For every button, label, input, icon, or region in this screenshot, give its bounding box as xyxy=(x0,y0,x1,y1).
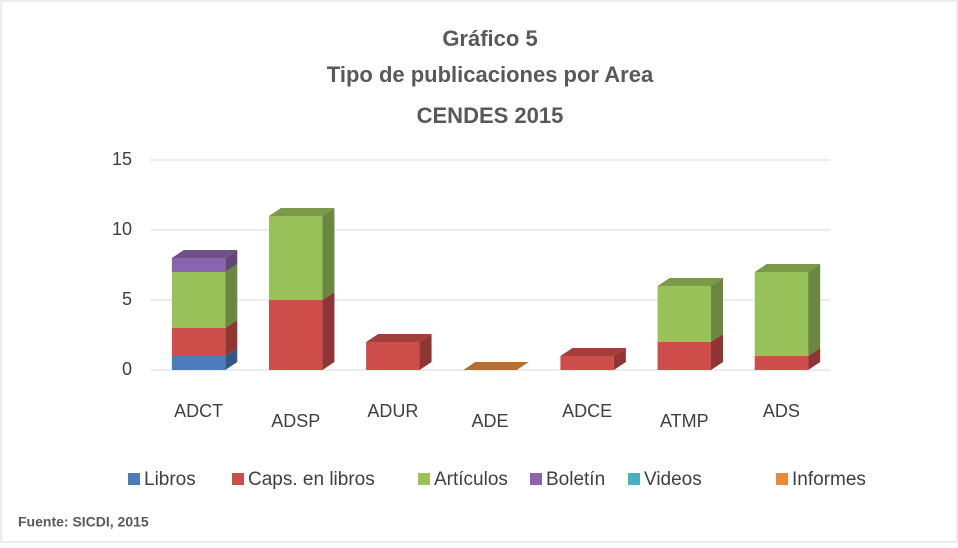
bar-top xyxy=(269,208,335,216)
chart-title: Gráfico 5 xyxy=(442,26,537,51)
bar-side xyxy=(808,264,821,356)
bar-side xyxy=(322,208,335,300)
legend-swatch xyxy=(628,473,640,485)
legend-swatch xyxy=(530,473,542,485)
bar xyxy=(657,342,711,370)
bar-top xyxy=(560,348,626,356)
bar-side xyxy=(322,292,335,370)
bar xyxy=(657,286,711,342)
x-tick-label: ATMP xyxy=(660,411,709,431)
chart-subtitle: CENDES 2015 xyxy=(417,103,564,128)
y-tick-label: 5 xyxy=(122,289,132,309)
source: Fuente: SICDI, 2015 xyxy=(18,514,149,530)
legend-swatch xyxy=(128,473,140,485)
legend-swatch xyxy=(418,473,430,485)
bar-top xyxy=(463,362,529,370)
x-tick-label: ADCT xyxy=(174,401,223,421)
bar xyxy=(754,356,809,370)
bar-top xyxy=(171,250,238,258)
bar-top xyxy=(366,334,432,342)
legend-label: Libros xyxy=(144,469,196,490)
bar-side xyxy=(419,334,432,370)
y-tick-label: 15 xyxy=(112,149,132,169)
bar xyxy=(171,272,226,328)
x-tick-label: ADS xyxy=(763,401,800,421)
bar-side xyxy=(225,250,238,272)
x-tick-label: ADUR xyxy=(367,401,418,421)
legend-label: Boletín xyxy=(546,469,605,490)
y-tick-label: 10 xyxy=(112,219,132,239)
bar-side xyxy=(225,264,238,328)
y-tick-label: 0 xyxy=(122,359,132,379)
bar-side xyxy=(225,320,238,356)
chart-subtitle: Tipo de publicaciones por Area xyxy=(327,62,654,87)
legend-label: Videos xyxy=(644,469,702,490)
bar-side xyxy=(225,348,238,370)
legend-label: Informes xyxy=(792,469,866,490)
x-tick-label: ADSP xyxy=(271,411,320,431)
legend-swatch xyxy=(776,473,788,485)
bar xyxy=(171,328,226,356)
bar-side xyxy=(711,278,723,342)
bar xyxy=(269,300,323,370)
bar-top xyxy=(657,278,723,286)
bar-top xyxy=(754,264,821,272)
bar xyxy=(560,356,614,370)
bar xyxy=(269,216,323,300)
bar xyxy=(171,258,226,272)
bar-side xyxy=(808,348,821,370)
bar xyxy=(171,356,226,370)
legend-label: Artículos xyxy=(434,469,508,490)
x-tick-label: ADCE xyxy=(562,401,612,421)
bar-side xyxy=(711,334,723,370)
bar xyxy=(366,342,420,370)
legend-swatch xyxy=(232,473,244,485)
bar xyxy=(754,272,809,356)
legend-label: Caps. en libros xyxy=(248,469,375,490)
x-tick-label: ADE xyxy=(471,411,508,431)
bar-side xyxy=(613,348,626,370)
